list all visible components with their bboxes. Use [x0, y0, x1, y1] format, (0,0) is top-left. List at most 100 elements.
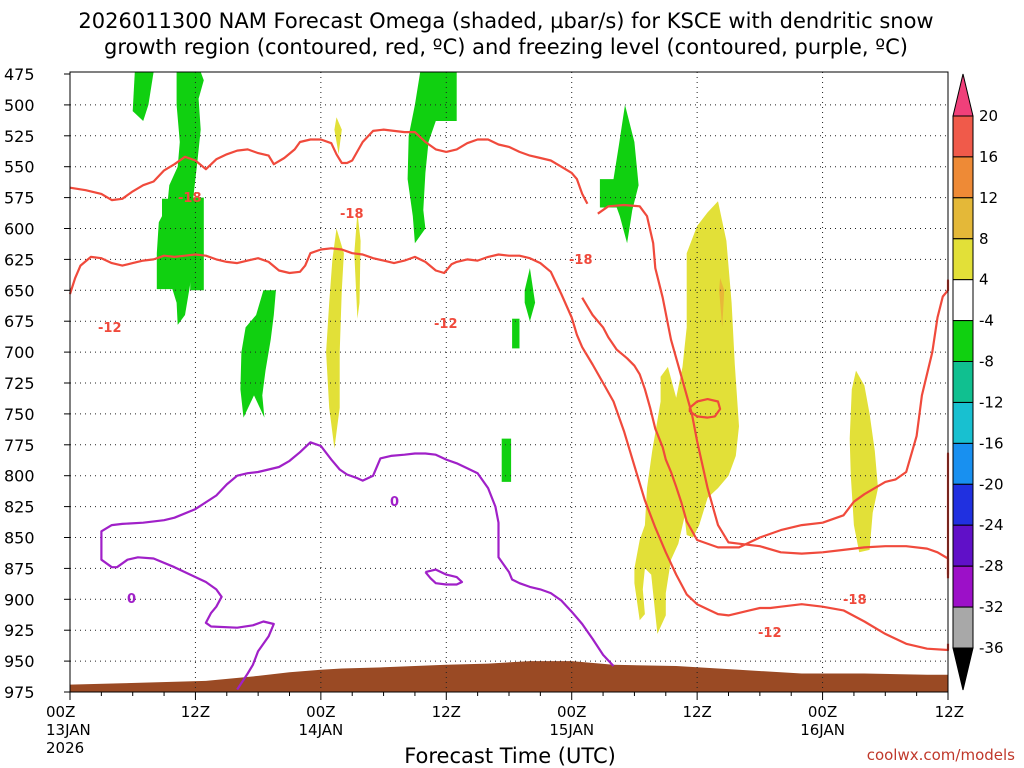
colorbar-segment	[952, 524, 974, 567]
omega-shading	[132, 72, 878, 634]
x-tick-label: 12Z	[181, 703, 210, 721]
y-tick-label: 775	[4, 436, 35, 455]
terrain	[70, 661, 948, 692]
contour-4	[688, 398, 722, 419]
omega-region-neg-9	[501, 438, 512, 482]
colorbar-label: -28	[979, 557, 1004, 575]
colorbar-segment	[952, 279, 974, 322]
colorbar-label: 4	[979, 271, 989, 289]
y-tick-label: 875	[4, 559, 35, 578]
label-minus12-west: -12	[98, 321, 122, 336]
y-tick-label: 975	[4, 683, 35, 702]
colorbar-label: -20	[979, 475, 1004, 493]
omega-region-neg-6	[407, 72, 457, 244]
contour-2	[68, 247, 950, 652]
x-tick-label: 00Z	[557, 703, 586, 721]
omega-region-pos-11	[334, 117, 342, 155]
colorbar-segment	[952, 483, 974, 526]
label-minus18-west: -18	[178, 191, 202, 206]
colorbar-segment	[952, 197, 974, 240]
y-tick-label: 725	[4, 374, 35, 393]
omega-region-neg-8	[512, 318, 520, 349]
colorbar-segment	[952, 402, 974, 444]
colorbar-segment	[952, 361, 974, 403]
x-tick-date: 15JAN	[549, 721, 594, 739]
y-tick-label: 950	[4, 652, 35, 671]
grid	[70, 72, 948, 692]
omega-region-pos-16	[849, 370, 878, 553]
label-minus12-mid: -12	[434, 317, 458, 332]
label-freezing-b: 0	[390, 495, 399, 510]
contour-1	[597, 203, 950, 579]
y-tick-label: 525	[4, 127, 35, 146]
colorbar-top-arrow	[952, 73, 974, 117]
x-tick-label: 00Z	[46, 703, 75, 721]
colorbar-segment	[952, 565, 974, 608]
y-tick-label: 650	[4, 281, 35, 300]
y-tick-label: 825	[4, 498, 35, 517]
chart-title-line-1: 2026011300 NAM Forecast Omega (shaded, µ…	[78, 9, 933, 33]
x-axis-label: Forecast Time (UTC)	[404, 744, 616, 768]
colorbar-bottom-arrow	[952, 647, 974, 691]
colorbar-segment	[952, 606, 974, 649]
y-tick-label: 500	[4, 96, 35, 115]
y-axis: 475 500 525 550 575 600 625 650 675 700 725 750 775 8…	[4, 65, 70, 702]
colorbar-segment	[952, 156, 974, 199]
label-minus18-mid: -18	[340, 207, 364, 222]
contour-6	[100, 441, 615, 691]
x-tick-year: 2026	[46, 739, 84, 757]
omega-region-neg-4	[190, 197, 204, 291]
omega-region-neg-3	[162, 198, 180, 229]
label-freezing-a: 0	[127, 592, 136, 607]
x-tick-label: 12Z	[935, 703, 964, 721]
colorbar-label: -24	[979, 516, 1004, 534]
credit-text[interactable]: coolwx.com/models	[867, 746, 1015, 764]
colorbar-label: -32	[979, 598, 1004, 616]
colorbar-label: -36	[979, 639, 1004, 657]
omega-region-pos-14	[634, 201, 739, 634]
colorbar-label: 16	[979, 148, 998, 166]
colorbar-label: 12	[979, 189, 998, 207]
x-tick-date: 13JAN	[46, 721, 91, 739]
label-minus18-far-east: -18	[843, 593, 867, 608]
colorbar-segment	[952, 320, 974, 363]
label-minus12-east: -12	[758, 626, 782, 641]
x-tick-label: 00Z	[306, 703, 335, 721]
x-tick-label: 12Z	[432, 703, 461, 721]
y-tick-label: 800	[4, 467, 35, 486]
omega-region-pos-13	[354, 212, 361, 319]
y-tick-label: 600	[4, 220, 35, 239]
colorbar-label: 20	[979, 107, 998, 125]
y-tick-label: 900	[4, 590, 35, 609]
omega-region-neg-5	[240, 290, 276, 418]
omega-region-neg-10	[599, 104, 639, 244]
colorbar-segment	[952, 115, 974, 158]
omega-region-neg-7	[524, 268, 536, 322]
omega-region-neg-0	[132, 72, 154, 121]
y-tick-label: 475	[4, 65, 35, 84]
x-tick-date: 14JAN	[298, 721, 343, 739]
colorbar: 20 16 12 8 4 -4 -8 -12 -16 -20 -24 -28 -32 -36	[952, 73, 1004, 691]
y-tick-label: 550	[4, 158, 35, 177]
colorbar-segment	[952, 238, 974, 281]
y-tick-label: 750	[4, 405, 35, 424]
y-tick-label: 925	[4, 621, 35, 640]
colorbar-label: -16	[979, 434, 1004, 452]
terrain-fill	[70, 661, 948, 692]
colorbar-label: -8	[979, 353, 994, 371]
x-tick-date: 16JAN	[800, 721, 845, 739]
colorbar-label: 8	[979, 230, 989, 248]
x-tick-label: 00Z	[808, 703, 837, 721]
y-tick-label: 575	[4, 189, 35, 208]
contour-3	[581, 279, 950, 549]
colorbar-segment	[952, 442, 974, 485]
y-tick-label: 850	[4, 529, 35, 548]
contour-7	[424, 568, 464, 586]
y-tick-label: 700	[4, 343, 35, 362]
y-tick-label: 675	[4, 312, 35, 331]
x-tick-label: 12Z	[682, 703, 711, 721]
label-minus18-east: -18	[569, 253, 593, 268]
chart-title-line-2: growth region (contoured, red, ºC) and f…	[104, 35, 908, 59]
